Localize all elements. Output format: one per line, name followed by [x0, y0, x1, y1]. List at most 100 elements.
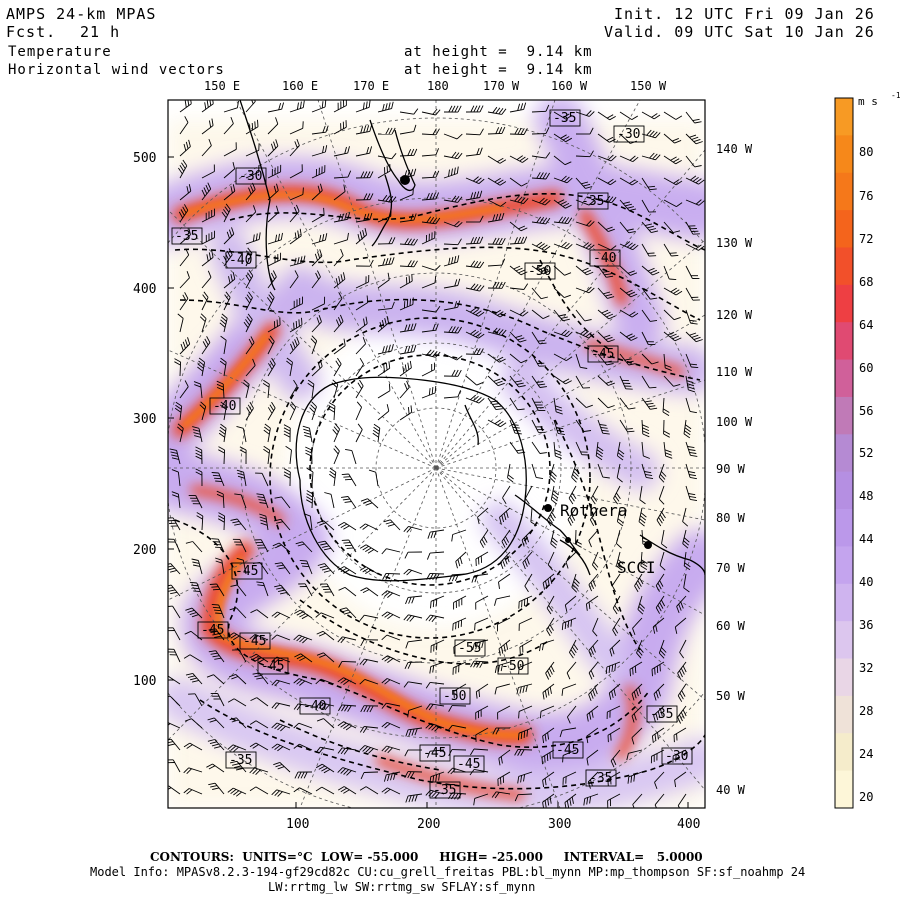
wind-barb-flag [270, 272, 275, 280]
wind-barb-flag [541, 643, 545, 651]
wind-barb-flag [584, 269, 591, 274]
wind-barb-shaft [685, 243, 699, 251]
wind-barb-flag [208, 120, 212, 128]
wind-barb-flag [560, 201, 567, 206]
wind-barb-flag [337, 636, 343, 643]
wind-barb-flag [204, 102, 207, 110]
colorbar-tick-label: 44 [859, 532, 873, 546]
wind-barb-flag [475, 642, 478, 650]
wind-barb-flag [340, 274, 343, 282]
wind-barb-flag [319, 359, 323, 367]
wind-barb-flag [318, 540, 326, 544]
contour-label: -45 [423, 746, 446, 761]
wind-barb-flag [605, 336, 613, 341]
wind-barb-flag [454, 105, 459, 113]
wind-barb-shaft [473, 660, 489, 663]
wind-barb-flag [550, 543, 557, 549]
wind-barb-flag [670, 156, 677, 161]
wind-barb-flag [538, 266, 545, 271]
colorbar-tick-label: 36 [859, 618, 873, 632]
wind-barb-flag [673, 383, 681, 387]
wind-barb-flag [237, 472, 245, 476]
wind-barb-shaft [542, 771, 555, 781]
wind-barb-shaft [496, 683, 511, 689]
wind-barb-flag [272, 270, 277, 277]
wind-barb-flag [693, 336, 701, 341]
wind-barb-flag [638, 646, 644, 653]
wind-barb-shaft [465, 375, 477, 386]
wind-barb-shaft [683, 419, 687, 434]
wind-barb-flag [337, 566, 345, 571]
wind-barb-flag [607, 296, 615, 299]
wind-barb-flag [690, 322, 698, 325]
wind-barb-shaft [663, 265, 670, 280]
wind-barb-flag [168, 675, 169, 677]
wind-barb-shaft [616, 551, 621, 566]
wind-barb-flag [386, 315, 390, 324]
wind-barb-flag [571, 492, 577, 499]
wind-barb-shaft [201, 145, 212, 157]
wind-barb-flag [655, 713, 659, 721]
wind-barb-shaft [588, 573, 599, 585]
wind-barb-flag [580, 366, 588, 369]
wind-barb-flag [360, 772, 365, 780]
wind-barb-flag [195, 446, 202, 451]
wind-barb-shaft [568, 485, 577, 499]
wind-barb-flag [315, 786, 323, 792]
wind-barb-flag [628, 407, 636, 410]
wind-barb-shaft [607, 793, 621, 801]
wind-barb-flag [674, 626, 678, 634]
wind-barb-shaft [487, 397, 497, 410]
wind-barb-flag [299, 613, 306, 618]
wind-barb-flag [407, 149, 412, 156]
wind-barb-shaft [677, 683, 687, 696]
wind-barb-flag [428, 790, 434, 797]
wind-barb-shaft [213, 674, 225, 685]
wind-barb-flag [563, 242, 570, 249]
wind-barb-flag [387, 614, 394, 620]
wind-barb-shaft [179, 146, 191, 157]
wind-barb-flag [250, 653, 257, 658]
wind-barb-shaft [499, 507, 511, 518]
wind-barb-flag [542, 172, 547, 180]
wind-barb-flag [494, 687, 497, 695]
wind-barb-shaft [377, 108, 392, 113]
wind-barb-flag [633, 691, 637, 699]
wind-barb-shaft [245, 171, 259, 179]
wind-barb-flag [341, 213, 345, 221]
wind-barb-flag [521, 539, 525, 547]
wind-barb-flag [251, 122, 254, 130]
wind-barb-flag [252, 768, 258, 775]
wind-barb-flag [562, 318, 570, 322]
wind-barb-flag [431, 616, 437, 623]
wind-barb-flag [410, 260, 415, 267]
wind-barb-flag [246, 250, 252, 257]
wind-barb-flag [365, 502, 373, 506]
wind-barb-flag [590, 648, 594, 655]
wind-barb-flag [328, 405, 335, 410]
wind-barb-shaft [652, 617, 665, 628]
valid-time: Valid. 09 UTC Sat 10 Jan 26 [604, 23, 875, 41]
wind-barb-shaft [289, 211, 300, 223]
wind-barb-flag [233, 790, 240, 796]
wind-barb-shaft [399, 154, 415, 157]
wind-barb-flag [277, 233, 280, 241]
wind-barb-flag [588, 712, 592, 720]
wind-barb-flag [211, 472, 219, 474]
contour-label-box [453, 755, 485, 773]
wind-barb-flag [368, 748, 374, 754]
wind-barb-flag [451, 326, 456, 333]
wind-barb-flag [472, 309, 479, 314]
wind-barb-flag [316, 652, 324, 656]
wind-barb-shaft [289, 407, 297, 421]
wind-barb-shaft [279, 762, 291, 773]
wind-barb-flag [592, 579, 597, 587]
wind-barb-flag [562, 202, 570, 207]
wind-barb-shaft [641, 221, 652, 233]
wind-barb-flag [562, 755, 564, 763]
contour-label: -30 [239, 169, 262, 184]
wind-barb-shaft [333, 255, 344, 267]
wind-barb-flag [315, 612, 322, 618]
wind-barb-flag [629, 208, 637, 212]
contour-label-box [587, 345, 619, 363]
